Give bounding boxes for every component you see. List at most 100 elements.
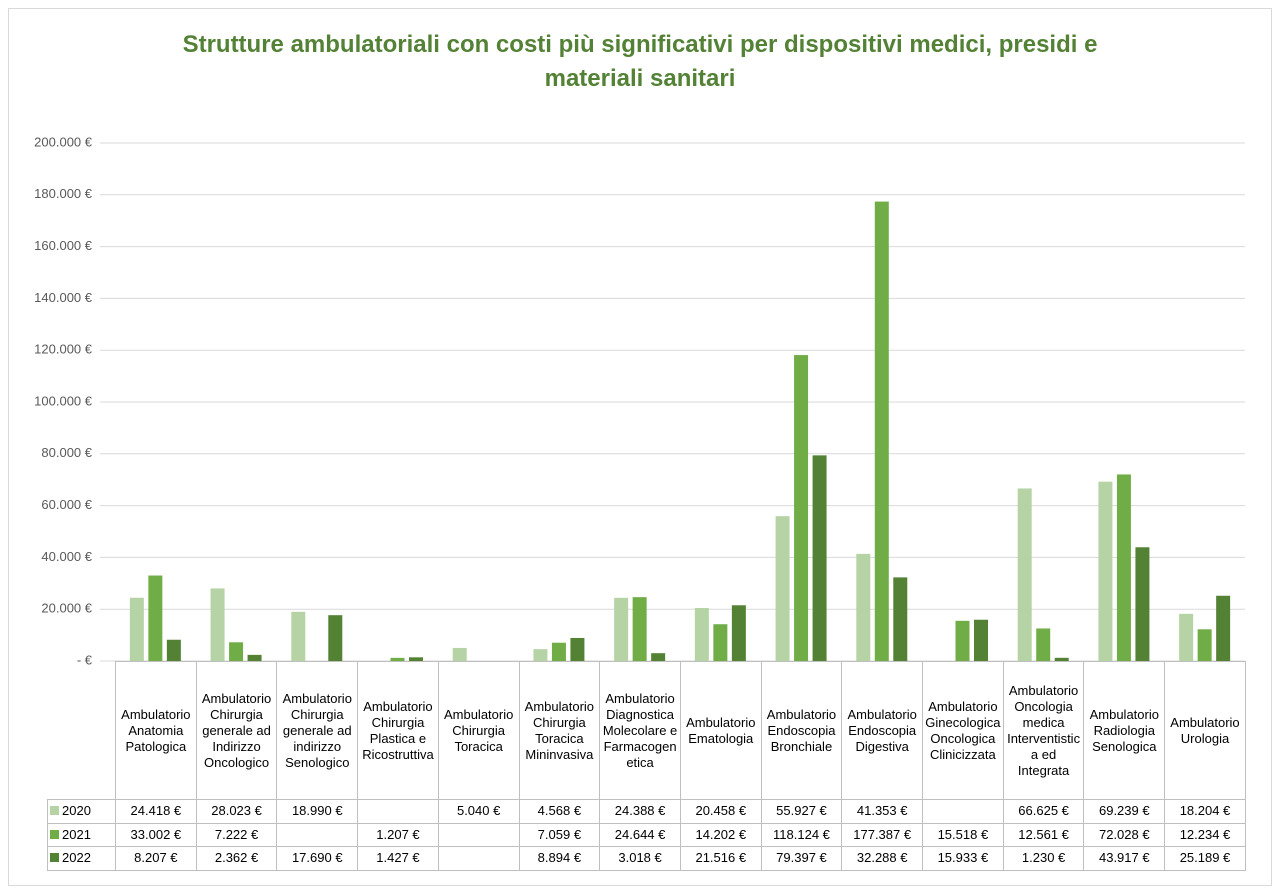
series-row: 2020 24.418 €28.023 €18.990 € 5.040 €4.568…: [47, 799, 1246, 824]
bar: [166, 639, 181, 661]
bar: [893, 577, 908, 661]
y-tick-label: 80.000 €: [41, 445, 92, 460]
bar: [974, 619, 988, 661]
legend-cell: 2022: [47, 846, 116, 871]
bar: [856, 553, 871, 661]
legend-swatch: [50, 829, 59, 839]
value-cell: 1.230 €: [1002, 846, 1085, 871]
bar: [148, 575, 163, 661]
value-cell: 69.239 €: [1083, 799, 1166, 824]
value-cell: 79.397 €: [760, 846, 843, 871]
category-label: Ambulatorio Urologia: [1164, 661, 1246, 800]
bar: [452, 647, 467, 661]
bar: [1116, 474, 1131, 661]
y-tick-label: 20.000 €: [41, 601, 92, 616]
value-cell: 18.204 €: [1164, 799, 1246, 824]
chart-frame: [8, 8, 1272, 886]
value-cell: 15.518 €: [922, 822, 1004, 847]
bar: [632, 597, 647, 661]
category-label: Ambulatorio Endoscopia Digestiva: [841, 661, 924, 800]
value-cell: 14.202 €: [679, 822, 762, 847]
value-cell: 1.207 €: [357, 822, 439, 847]
bar: [713, 624, 728, 661]
bar: [1135, 547, 1150, 661]
bar: [291, 611, 306, 661]
value-cell: 24.388 €: [599, 799, 681, 824]
bar: [1036, 628, 1051, 661]
data-table: Ambulatorio Anatomia Patologica Ambulator…: [47, 661, 1246, 871]
value-cell: [437, 846, 520, 871]
bar: [1197, 629, 1212, 661]
legend-cell: 2020: [47, 799, 116, 824]
bar: [1017, 488, 1032, 661]
bar: [1098, 481, 1113, 661]
bar: [551, 642, 566, 661]
category-label: Ambulatorio Endoscopia Bronchiale: [760, 661, 843, 800]
bar: [1179, 613, 1194, 661]
corner-cell: [48, 662, 116, 800]
series-row: 2022 8.207 €2.362 €17.690 €1.427 € 8.894 €…: [47, 846, 1246, 871]
header-row: Ambulatorio Anatomia Patologica Ambulator…: [48, 661, 1246, 800]
value-cell: 8.894 €: [518, 846, 601, 871]
value-cell: 177.387 €: [841, 822, 924, 847]
bar: [247, 654, 262, 661]
value-cell: 41.353 €: [841, 799, 924, 824]
bar: [1054, 657, 1069, 661]
value-cell: 43.917 €: [1083, 846, 1166, 871]
y-tick-label: 100.000 €: [34, 393, 93, 408]
value-cell: 7.059 €: [518, 822, 601, 847]
legend-swatch: [50, 806, 59, 816]
value-cell: 12.561 €: [1002, 822, 1085, 847]
y-tick-label: 60.000 €: [41, 497, 92, 512]
bar: [1216, 595, 1231, 661]
value-cell: 17.690 €: [276, 846, 359, 871]
value-cell: 1.427 €: [357, 846, 439, 871]
bar: [229, 642, 244, 661]
value-cell: 24.418 €: [115, 799, 197, 824]
value-cell: 28.023 €: [195, 799, 278, 824]
value-cell: 25.189 €: [1164, 846, 1246, 871]
bar: [651, 653, 666, 661]
value-cell: 24.644 €: [599, 822, 681, 847]
value-cell: 2.362 €: [195, 846, 278, 871]
bar: [614, 597, 629, 661]
bar: [570, 637, 585, 661]
bar: [955, 620, 970, 661]
y-tick-label: 160.000 €: [34, 238, 93, 253]
bar: [731, 605, 746, 661]
category-label: Ambulatorio Diagnostica Molecolare e Far…: [599, 661, 681, 800]
y-tick-label: 180.000 €: [34, 186, 93, 201]
bar: [874, 201, 889, 661]
value-cell: [437, 822, 520, 847]
value-cell: 3.018 €: [599, 846, 681, 871]
value-cell: [922, 799, 1004, 824]
legend-label: 2022: [62, 850, 91, 866]
value-cell: [357, 799, 439, 824]
bar: [210, 588, 225, 661]
category-label: Ambulatorio Radiologia Senologica: [1083, 661, 1166, 800]
bar: [129, 597, 144, 661]
bar: [390, 657, 405, 661]
legend-label: 2020: [62, 803, 91, 819]
value-cell: 66.625 €: [1002, 799, 1085, 824]
category-label: Ambulatorio Chirurgia generale ad indiri…: [276, 661, 359, 800]
legend-swatch: [50, 853, 59, 863]
bar: [409, 657, 423, 661]
bar: [775, 516, 790, 661]
category-label: Ambulatorio Ematologia: [679, 661, 762, 800]
value-cell: 20.458 €: [679, 799, 762, 824]
legend-label: 2021: [62, 826, 91, 842]
category-label: Ambulatorio Chirurgia Toracica Mininvasi…: [518, 661, 601, 800]
bar: [794, 355, 809, 661]
category-label: Ambulatorio Chirurgia Plastica e Ricostr…: [357, 661, 439, 800]
value-cell: 118.124 €: [760, 822, 843, 847]
value-cell: 7.222 €: [195, 822, 278, 847]
value-cell: 21.516 €: [679, 846, 762, 871]
value-cell: 72.028 €: [1083, 822, 1166, 847]
value-cell: 32.288 €: [841, 846, 924, 871]
value-cell: 18.990 €: [276, 799, 359, 824]
value-cell: 4.568 €: [518, 799, 601, 824]
bar: [694, 608, 709, 661]
